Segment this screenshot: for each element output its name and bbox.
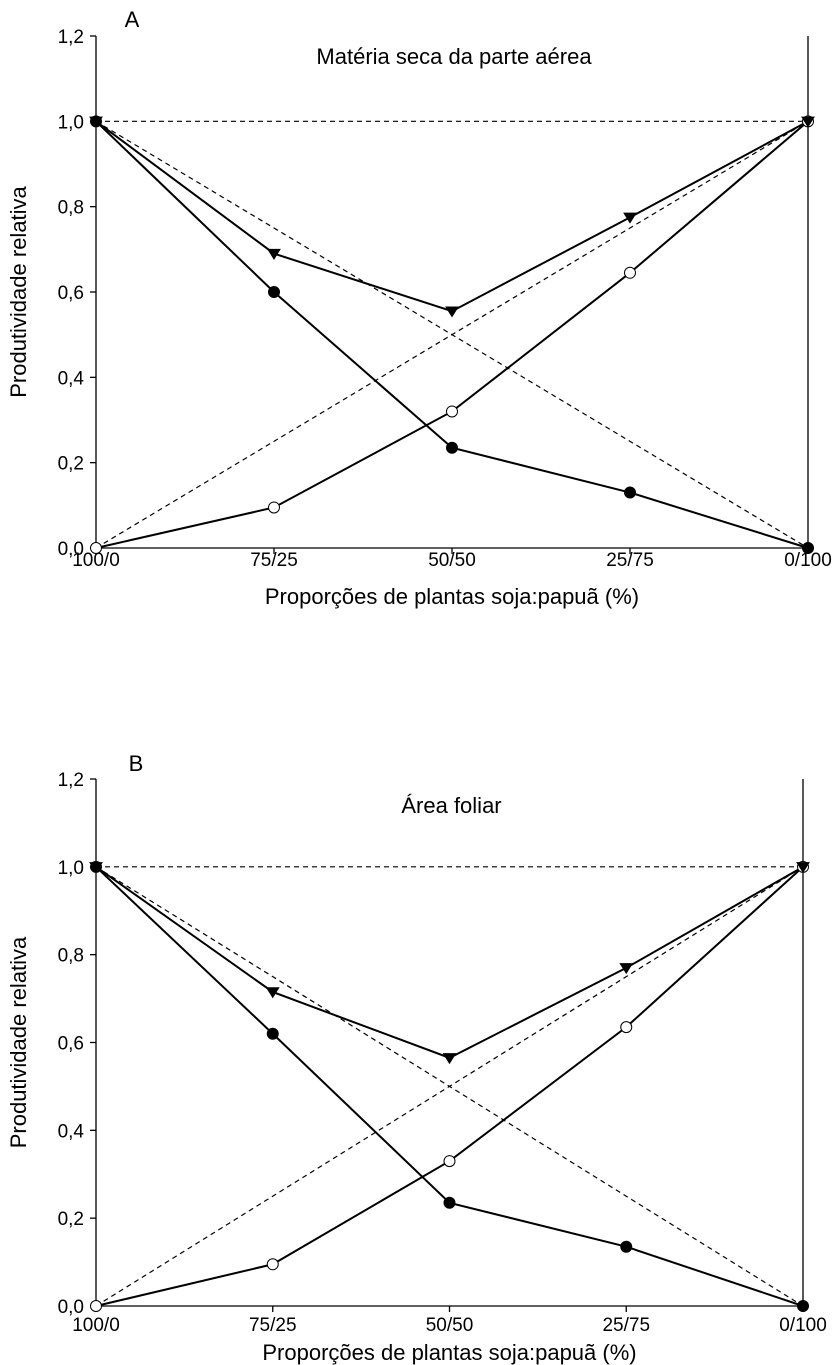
y-tick-label: 0,0 [58,539,84,560]
open-circle-point [90,542,102,554]
y-tick-label: 1,0 [58,858,84,879]
open-circle-point [268,501,280,514]
series-2-line [95,120,809,313]
series-4-dashed-line [95,866,804,1307]
y-tick-label: 0,2 [58,454,84,475]
open-circle-point [266,1258,279,1271]
x-tick-label: 75/25 [250,550,298,571]
y-tick-label: 1,2 [58,770,84,791]
triangle-down-point [89,116,103,128]
open-circle-point [443,1155,456,1168]
x-tick-label: 75/25 [249,1315,297,1336]
triangle-down-point [801,116,815,128]
y-tick-label: 0,6 [58,1034,84,1055]
filled-circle-point [624,486,636,499]
y-tick-label: 0,2 [58,1209,84,1230]
y-axis-title: Produtividade relativa [6,936,31,1148]
x-tick-label: 100/0 [72,550,120,571]
y-tick-label: 0,0 [58,1297,84,1318]
panel-label: A [125,7,140,32]
x-tick-label: 50/50 [426,1315,474,1336]
open-circle-point [624,266,636,279]
filled-circle-point [620,1240,633,1253]
chart-title: Matéria seca da parte aérea [316,44,592,69]
y-axis-title: Produtividade relativa [6,185,31,397]
open-circle-point [446,405,458,418]
open-circle-point [90,1300,102,1312]
y-tick-label: 0,8 [58,198,84,219]
x-axis-title: Proporções de plantas soja:papuã (%) [262,1340,636,1365]
series-4-dashed-line [95,120,809,549]
filled-circle-point [266,1027,279,1040]
y-tick-label: 1,2 [58,27,84,48]
triangle-down-point [442,1053,457,1065]
triangle-down-point [89,862,103,874]
triangle-down-point [623,212,637,224]
triangle-down-point [445,306,459,318]
triangle-down-point [796,862,810,874]
filled-circle-point [797,1300,809,1312]
panel-label: B [129,751,144,776]
filled-circle-point [443,1196,456,1209]
x-axis-title: Proporções de plantas soja:papuã (%) [265,584,639,609]
x-tick-label: 50/50 [428,550,476,571]
triangle-down-point [619,963,634,975]
filled-circle-point [802,542,814,554]
x-tick-label: 0/100 [784,550,832,571]
y-tick-label: 0,6 [58,283,84,304]
filled-circle-point [446,441,458,454]
triangle-down-point [265,987,280,999]
x-tick-label: 25/75 [606,550,654,571]
y-tick-label: 0,4 [58,1121,85,1142]
y-tick-label: 0,4 [58,368,85,389]
y-tick-label: 1,0 [58,112,84,133]
y-tick-label: 0,8 [58,946,84,967]
triangle-down-point [267,248,281,260]
open-circle-point [620,1021,633,1034]
x-tick-label: 0/100 [779,1315,827,1336]
x-tick-label: 25/75 [602,1315,650,1336]
x-tick-label: 100/0 [72,1315,120,1336]
chart-title: Área foliar [401,793,501,818]
filled-circle-point [268,286,280,298]
